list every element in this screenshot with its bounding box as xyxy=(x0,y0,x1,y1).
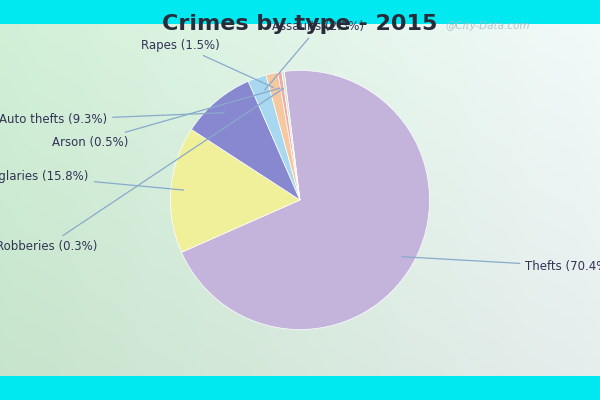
Wedge shape xyxy=(170,130,300,252)
Wedge shape xyxy=(248,75,300,200)
Text: @City-Data.com: @City-Data.com xyxy=(445,21,530,31)
Wedge shape xyxy=(266,72,300,200)
Text: Auto thefts (9.3%): Auto thefts (9.3%) xyxy=(0,113,224,126)
Text: Thefts (70.4%): Thefts (70.4%) xyxy=(402,257,600,273)
Text: Assaults (2.3%): Assaults (2.3%) xyxy=(265,20,364,90)
Text: Robberies (0.3%): Robberies (0.3%) xyxy=(0,88,283,253)
Wedge shape xyxy=(278,72,300,200)
Text: Burglaries (15.8%): Burglaries (15.8%) xyxy=(0,170,184,190)
Text: Arson (0.5%): Arson (0.5%) xyxy=(52,88,280,149)
Text: Crimes by type - 2015: Crimes by type - 2015 xyxy=(163,14,437,34)
Text: Rapes (1.5%): Rapes (1.5%) xyxy=(141,39,274,88)
Wedge shape xyxy=(282,72,300,200)
Wedge shape xyxy=(191,81,300,200)
Wedge shape xyxy=(181,70,430,330)
